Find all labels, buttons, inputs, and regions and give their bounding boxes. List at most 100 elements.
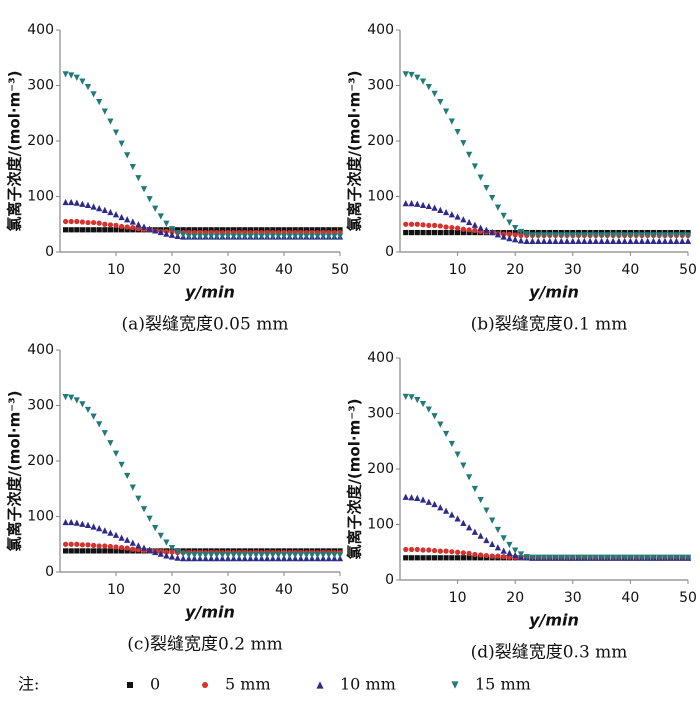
marker	[610, 554, 617, 561]
legend-marker	[451, 681, 459, 689]
marker	[661, 554, 669, 561]
marker	[448, 118, 455, 125]
marker	[275, 552, 282, 559]
marker	[552, 554, 559, 561]
marker	[431, 500, 438, 508]
marker	[73, 74, 80, 81]
x-axis-label: y/min	[185, 283, 235, 302]
marker	[298, 227, 304, 233]
marker	[449, 549, 455, 555]
y-tick-label: 0	[385, 572, 394, 588]
marker	[113, 227, 119, 233]
marker	[621, 232, 628, 239]
marker	[157, 228, 164, 236]
marker	[74, 548, 80, 554]
marker	[621, 554, 628, 561]
caption: (c)裂缝宽度0.2 mm	[127, 635, 282, 655]
marker	[644, 232, 651, 239]
marker	[604, 232, 611, 239]
marker	[650, 237, 657, 245]
marker	[661, 237, 669, 245]
y-tick-label: 0	[45, 244, 54, 260]
marker	[264, 552, 271, 559]
marker	[91, 227, 97, 233]
x-tick-label: 20	[163, 262, 181, 278]
marker	[569, 554, 576, 561]
marker	[281, 227, 287, 233]
marker	[264, 227, 270, 233]
marker	[130, 546, 136, 552]
marker	[107, 529, 114, 536]
marker	[592, 232, 599, 239]
x-axis-label: y/min	[529, 611, 579, 630]
marker	[129, 163, 136, 171]
marker	[455, 225, 461, 231]
marker	[258, 552, 265, 559]
marker	[558, 237, 565, 245]
marker	[68, 218, 74, 225]
marker	[79, 78, 86, 85]
marker	[303, 552, 310, 559]
marker	[320, 227, 326, 233]
marker	[494, 204, 502, 211]
marker	[644, 554, 651, 561]
marker	[586, 237, 594, 245]
marker	[420, 229, 426, 236]
marker	[119, 544, 125, 551]
marker	[679, 554, 686, 561]
marker	[489, 228, 496, 236]
marker	[101, 206, 108, 213]
marker	[420, 555, 426, 561]
marker	[320, 552, 327, 559]
marker	[124, 472, 131, 480]
marker	[96, 525, 103, 532]
x-tick-label: 10	[107, 582, 125, 598]
marker	[431, 555, 438, 561]
marker	[113, 548, 119, 554]
marker	[85, 548, 91, 554]
marker	[96, 548, 102, 554]
legend-marker	[127, 682, 133, 688]
marker	[466, 555, 472, 561]
marker	[79, 401, 86, 408]
marker	[124, 227, 130, 233]
marker	[437, 206, 444, 213]
marker	[129, 218, 136, 225]
x-tick-label: 30	[564, 262, 582, 278]
marker	[633, 237, 640, 245]
marker	[146, 225, 153, 232]
marker	[185, 552, 192, 559]
marker	[442, 108, 450, 115]
marker	[610, 232, 617, 239]
marker	[604, 237, 611, 245]
marker	[656, 237, 663, 245]
marker	[253, 227, 259, 233]
marker	[79, 200, 86, 207]
x-tick-label: 40	[621, 590, 639, 606]
marker	[107, 222, 113, 228]
marker	[403, 546, 409, 553]
x-axis-label: y/min	[185, 603, 235, 622]
marker	[581, 237, 588, 245]
marker	[96, 220, 102, 226]
x-tick-label: 50	[679, 590, 697, 606]
marker	[331, 227, 337, 233]
marker	[454, 451, 461, 458]
marker	[506, 549, 513, 556]
y-tick-label: 0	[385, 244, 394, 260]
y-tick-label: 100	[27, 189, 54, 205]
marker	[303, 227, 309, 233]
legend-marker	[202, 682, 208, 688]
marker	[489, 517, 496, 524]
marker	[535, 232, 542, 239]
marker	[684, 554, 692, 561]
marker	[129, 539, 136, 546]
marker	[615, 232, 622, 239]
marker	[91, 219, 97, 226]
marker	[466, 524, 473, 531]
marker	[225, 227, 231, 233]
marker	[592, 237, 599, 245]
marker	[119, 548, 125, 554]
marker	[96, 543, 102, 549]
